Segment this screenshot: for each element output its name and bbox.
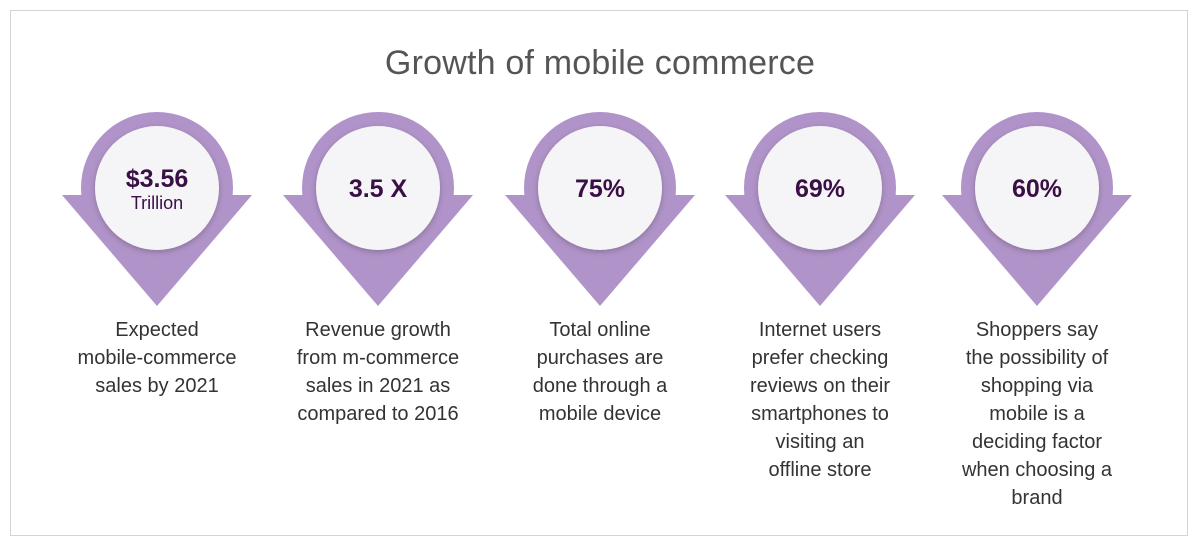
stat-description: Shoppers say the possibility of shopping v… [917,316,1157,512]
description-line: done through a [532,375,668,397]
stat-value: 60% [1011,175,1063,203]
stat-value: 75% [574,175,626,203]
description-line: from m-commerce [296,347,460,369]
stat-value: $3.56 [125,165,189,193]
stat-value-group: 75% [495,110,705,268]
stat-value-group: 60% [932,110,1142,268]
description-line: mobile is a [989,403,1085,425]
stat-badge: 3.5 X [273,110,483,310]
description-line: shopping via [980,375,1094,397]
description-line: sales by 2021 [95,375,219,397]
stat-card: 69% Internet users prefer checking reviews … [715,0,925,548]
badge-shape-icon [62,112,252,306]
stat-card: 3.5 X Revenue growth from m-commerce sales … [273,0,483,548]
stat-description: Revenue growth from m-commerce sales in 20… [258,316,498,428]
description-line: visiting an [775,431,865,453]
description-line: when choosing a [961,459,1113,481]
description-line: smartphones to [751,403,889,425]
description-line: deciding factor [971,431,1103,453]
description-line: brand [1011,487,1063,509]
description-line: reviews on their [749,375,891,397]
description-line: the possibility of [965,347,1109,369]
stat-description: Total online purchases are done through a m… [480,316,720,428]
stat-badge: 75% [495,110,705,310]
badge-shape-icon [505,112,695,306]
description-line: Internet users [758,319,882,341]
stat-value-group: $3.56 Trillion [52,110,262,268]
stat-card: $3.56 Trillion Expected mobile-commerce sale… [52,0,262,548]
badge-shape-icon [725,112,915,306]
stat-card: 60% Shoppers say the possibility of shoppin… [932,0,1142,548]
badge-shape-icon [283,112,473,306]
description-line: Revenue growth [305,319,451,341]
stat-description: Expected mobile-commerce sales by 2021 [37,316,277,400]
description-line: Total online [549,319,651,341]
description-line: purchases are [536,347,664,369]
stat-badge: 69% [715,110,925,310]
stat-badge: 60% [932,110,1142,310]
stat-value: 3.5 X [348,175,408,203]
stat-unit: Trillion [130,193,184,213]
description-line: Shoppers say [975,319,1099,341]
stat-value-group: 3.5 X [273,110,483,268]
description-line: offline store [768,459,872,481]
badge-shape-icon [942,112,1132,306]
stat-description: Internet users prefer checking reviews on … [700,316,940,484]
description-line: mobile-commerce [77,347,237,369]
stat-card: 75% Total online purchases are done through… [495,0,705,548]
infographic-title: Growth of mobile commerce [384,44,816,82]
description-line: mobile device [538,403,662,425]
description-line: compared to 2016 [297,403,459,425]
stat-value: 69% [794,175,846,203]
stat-value-group: 69% [715,110,925,268]
description-line: sales in 2021 as [305,375,451,397]
description-line: Expected [115,319,199,341]
stat-badge: $3.56 Trillion [52,110,262,310]
description-line: prefer checking [751,347,889,369]
